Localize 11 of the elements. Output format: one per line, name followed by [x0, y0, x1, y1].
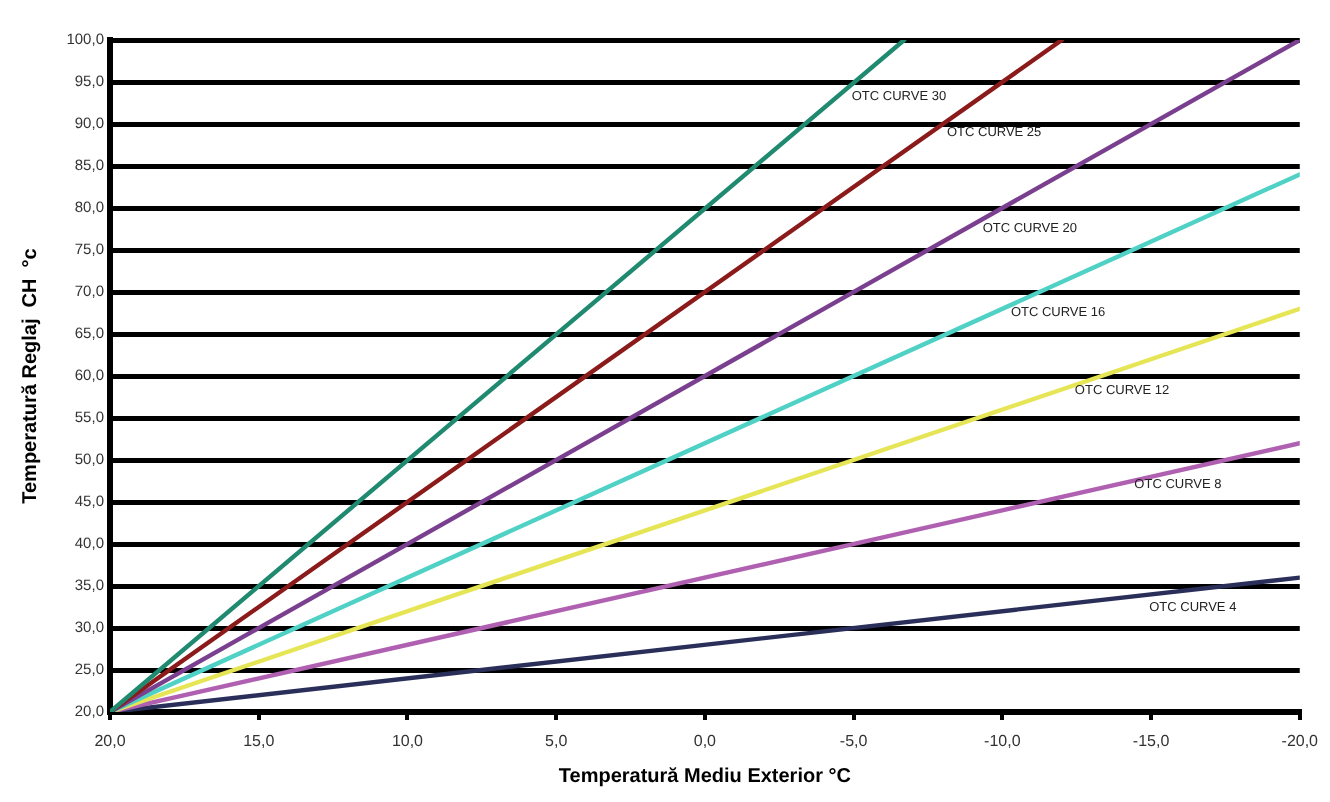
x-tick-label: 15,0 [243, 732, 276, 751]
x-tick-label: 5,0 [545, 732, 569, 751]
x-tick-label: -15,0 [1132, 732, 1171, 751]
x-tick-label: 0,0 [693, 732, 718, 751]
x-tick-label: -5,0 [839, 732, 869, 751]
y-axis-title: Temperatură Reglaj CH °c [19, 247, 42, 504]
x-tick-label: 10,0 [391, 732, 425, 751]
x-tick-label: 20,0 [94, 732, 127, 751]
x-tick-label: -20,0 [1281, 732, 1320, 751]
x-tick-label: -10,0 [984, 732, 1022, 751]
x-axis-title: Temperatură Mediu Exterior °C [558, 765, 851, 788]
